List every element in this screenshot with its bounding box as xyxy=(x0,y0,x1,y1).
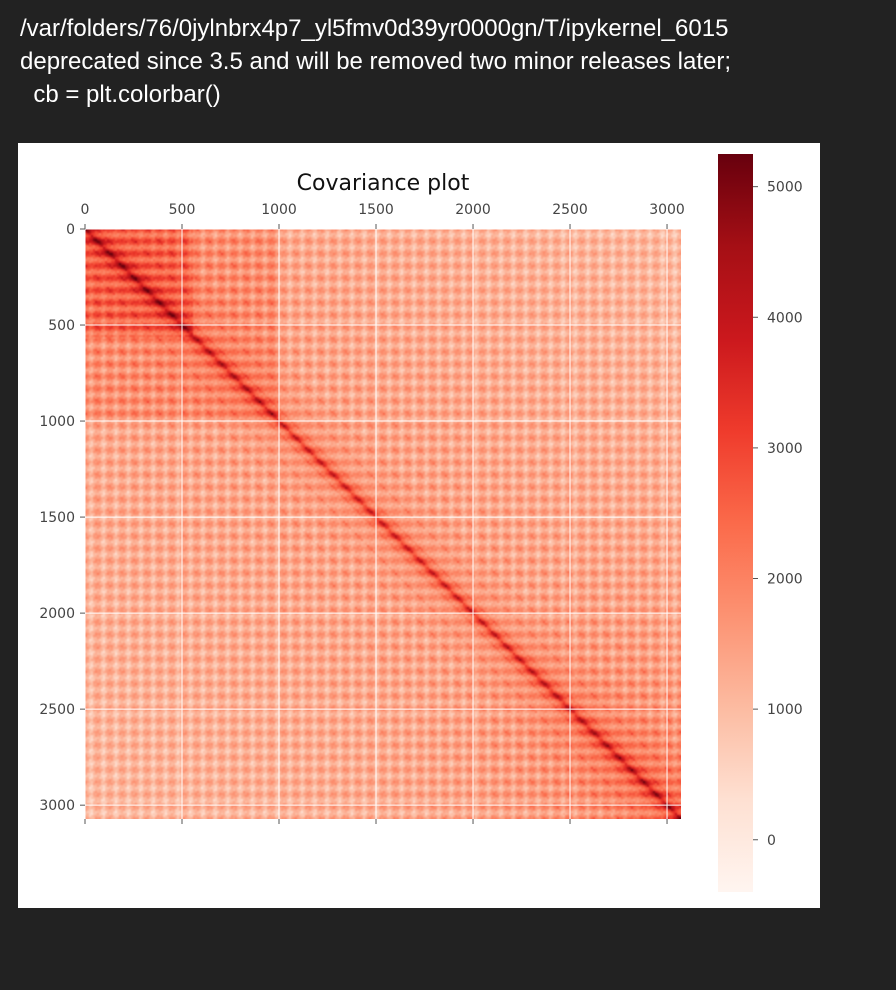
y-tick-label: 3000 xyxy=(39,798,75,814)
heatmap-image xyxy=(85,229,681,819)
heatmap-image-frame xyxy=(85,229,681,819)
x-tick-label: 2000 xyxy=(455,202,491,218)
y-tick-label: 2000 xyxy=(39,606,75,622)
colorbar-tick-label: 3000 xyxy=(767,441,803,457)
x-tick-label: 0 xyxy=(81,202,90,218)
x-tick-label: 3000 xyxy=(649,202,685,218)
chart-title: Covariance plot xyxy=(297,171,470,196)
warning-line-path: /var/folders/76/0jylnbrx4p7_yl5fmv0d39yr… xyxy=(20,15,729,42)
colorbar-tick-label: 5000 xyxy=(767,180,803,196)
colorbar-tick-label: 4000 xyxy=(767,310,803,326)
x-axis-ticks: 0 500 1000 1500 2000 2500 3000 xyxy=(81,202,685,824)
y-tick-label: 1500 xyxy=(39,510,75,526)
y-tick-label: 0 xyxy=(66,222,75,238)
x-tick-label: 500 xyxy=(169,202,196,218)
y-tick-label: 500 xyxy=(48,318,75,334)
grid-lines xyxy=(84,228,681,819)
x-tick-label: 1000 xyxy=(261,202,297,218)
x-tick-label: 2500 xyxy=(552,202,588,218)
y-tick-label: 2500 xyxy=(39,702,75,718)
figure-output: 0 500 1000 1500 2000 2500 3000 0 500 1000 1500 200… xyxy=(18,143,820,908)
colorbar-tick-label: 1000 xyxy=(767,702,803,718)
colorbar-tick-label: 0 xyxy=(767,833,776,849)
colorbar-ticks: 0 1000 2000 3000 4000 5000 xyxy=(753,180,803,849)
colorbar-tick-label: 2000 xyxy=(767,572,803,588)
covariance-chart: 0 500 1000 1500 2000 2500 3000 0 500 1000 1500 200… xyxy=(39,154,803,892)
warning-line-deprecation: deprecated since 3.5 and will be removed… xyxy=(20,48,732,75)
colorbar xyxy=(718,154,753,892)
warning-line-code: cb = plt.colorbar() xyxy=(20,81,221,108)
y-axis-ticks: 0 500 1000 1500 2000 2500 3000 xyxy=(39,222,85,814)
y-tick-label: 1000 xyxy=(39,414,75,430)
x-tick-label: 1500 xyxy=(358,202,394,218)
